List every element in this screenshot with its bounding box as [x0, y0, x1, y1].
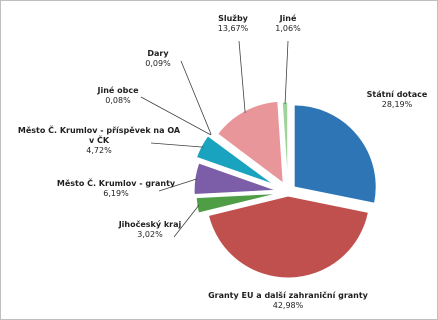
data-label-jine-obce: Jiné obce 0,08% — [96, 85, 139, 105]
data-label-granty-eu-a-dalsi-zahranicni-granty: Granty EU a další zahraniční granty 42,98… — [208, 290, 369, 310]
leader-line-sluzby — [238, 40, 246, 113]
pie-slice-dary — [208, 132, 276, 183]
data-label-jine: Jiné 1,06% — [275, 13, 301, 33]
leader-line-jine — [284, 40, 289, 105]
leader-line-mesto-c-krumlov-granty — [158, 178, 198, 192]
pie-slice-statni-dotace — [293, 104, 377, 204]
data-label-mesto-c-krumlov-granty: Město Č. Krumlov - granty 6,19% — [57, 177, 176, 198]
leader-line-jihocesky-kraj — [173, 204, 200, 238]
pie-slice-jihocesky-kraj — [195, 192, 279, 214]
data-label-statni-dotace: Státní dotace 28,19% — [367, 90, 428, 109]
pie-slice-sluzby — [217, 100, 284, 185]
leader-line-dary — [180, 60, 212, 135]
leader-line-mesto-c-krumlov-prispevek-na-oa-v-ck — [150, 142, 204, 148]
data-label-sluzby: Služby 13,67% — [218, 14, 249, 33]
data-label-dary: Dary 0,09% — [145, 49, 171, 68]
leader-line-jine-obce — [140, 96, 212, 136]
data-label-mesto-c-krumlov-prispevek-na-oa-v-ck: Město Č. Krumlov - příspěvek na OA v ČK 4,… — [18, 124, 181, 155]
pie-slice-mesto-c-krumlov-prispevek-na-oa-v-ck — [195, 135, 275, 185]
pie-slice-granty-eu-a-dalsi-zahranicni-granty — [207, 195, 370, 279]
data-label-jihocesky-kraj: Jihočeský kraj 3,02% — [118, 219, 182, 239]
pie-slice-jine — [281, 101, 289, 185]
pie-slice-mesto-c-krumlov-granty — [193, 162, 277, 195]
